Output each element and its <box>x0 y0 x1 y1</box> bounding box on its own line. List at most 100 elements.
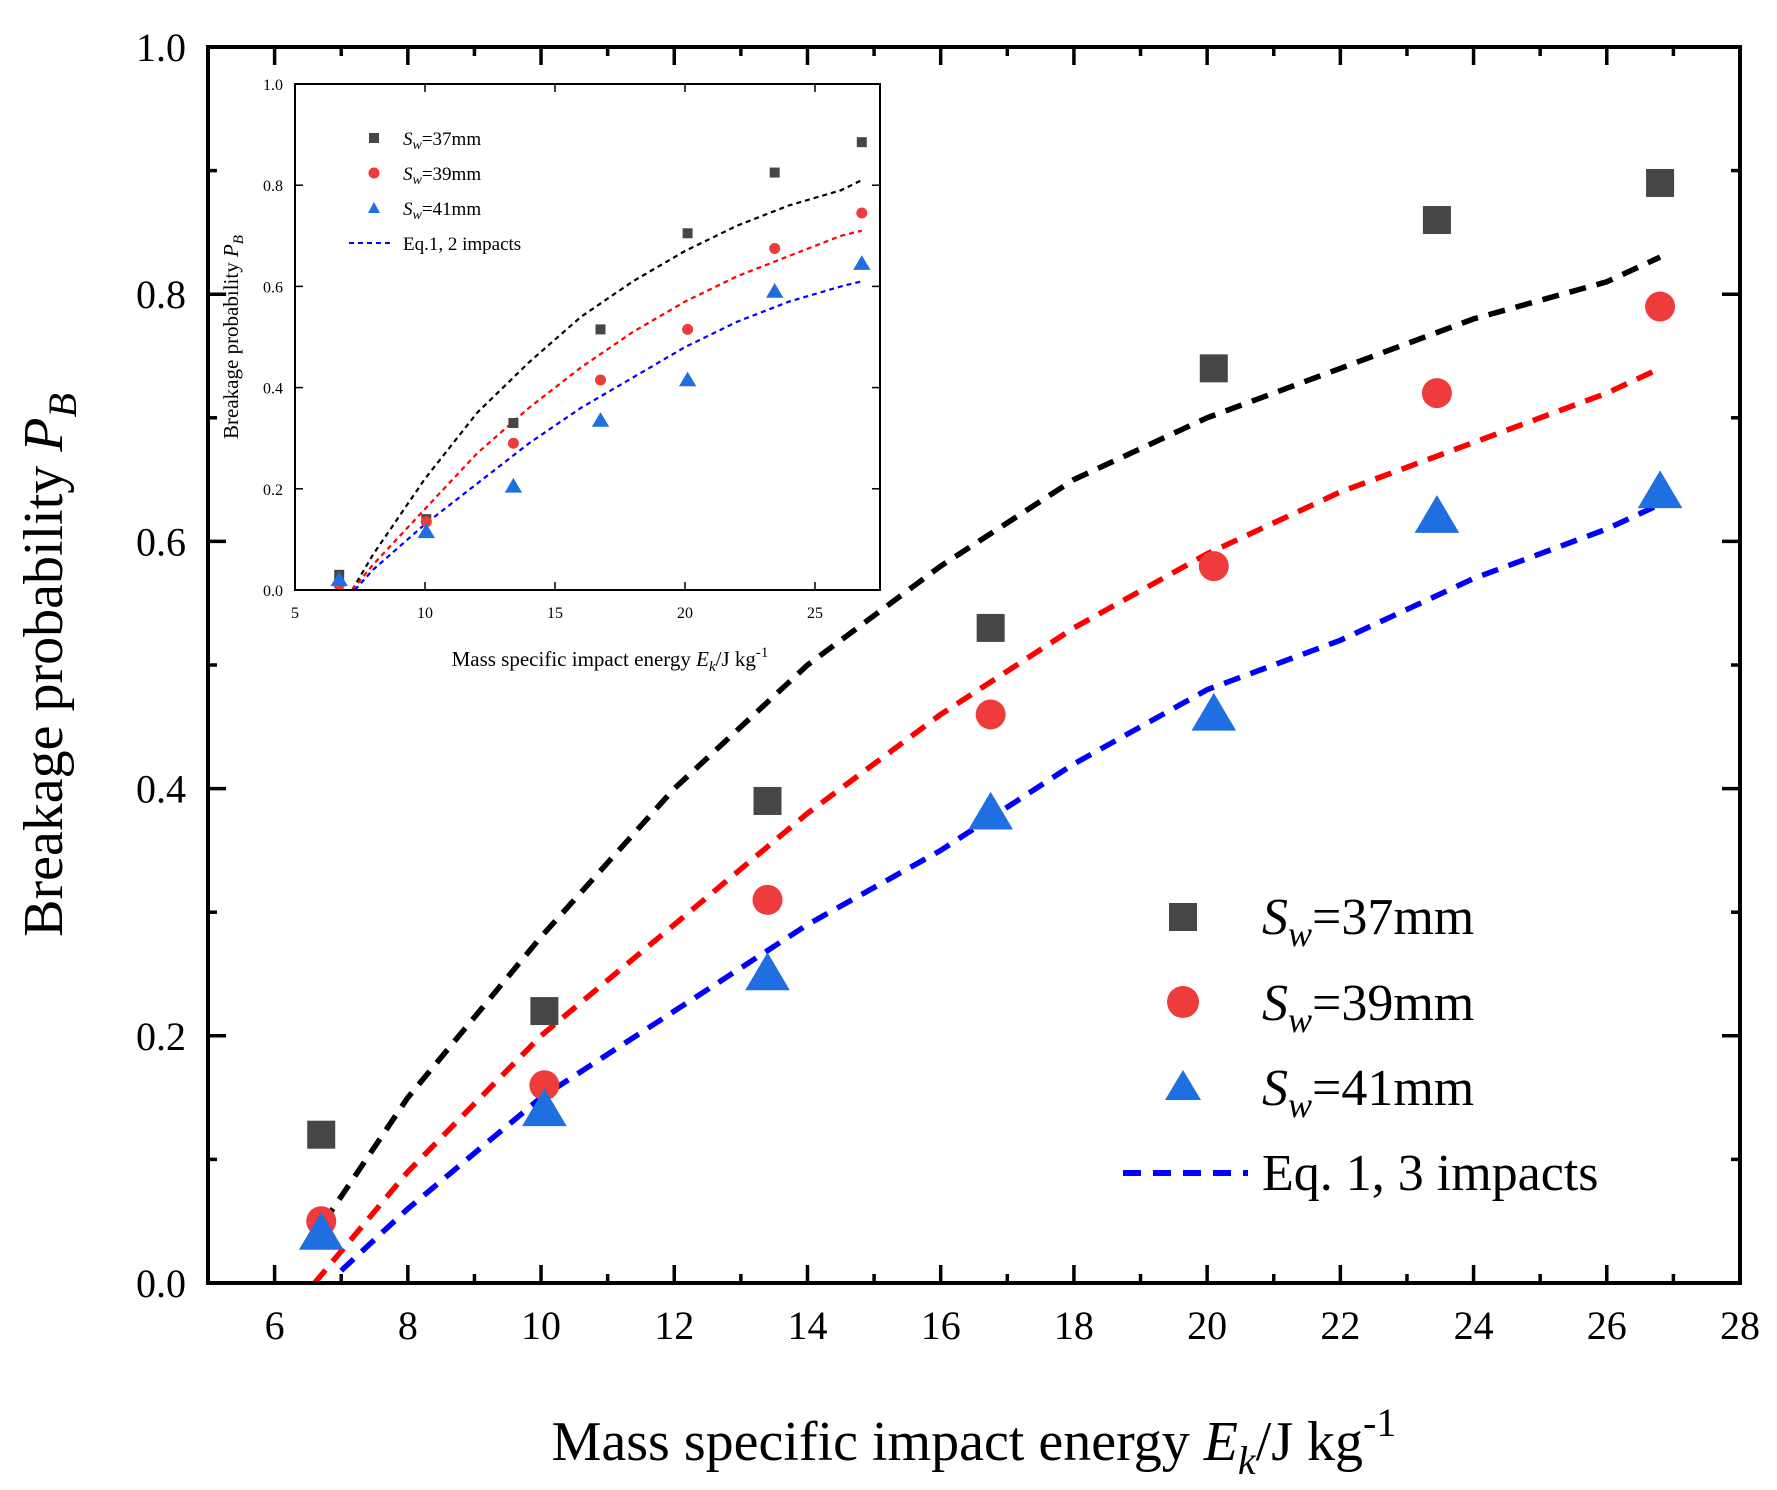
inset-point-circle <box>420 516 432 528</box>
inset-legend-marker-sw39 <box>368 167 380 179</box>
main-point-square <box>307 1120 336 1149</box>
main-point-square <box>1199 354 1228 383</box>
inset-x-tick-label: 25 <box>807 605 823 622</box>
inset-point-circle <box>507 437 519 449</box>
inset-fit-curve-1 <box>351 229 863 591</box>
main-point-circle <box>529 1070 560 1101</box>
inset-data-points <box>330 137 871 591</box>
main-x-tick-label: 10 <box>521 1303 561 1348</box>
inset-y-tick-label: 0.8 <box>263 178 283 195</box>
inset-x-tick-label: 10 <box>417 605 433 622</box>
legend-label-fit: Eq. 1, 3 impacts <box>1262 1145 1599 1202</box>
inset-legend: Sw=37mm Sw=39mm Sw=41mm Eq.1, 2 impacts <box>349 129 521 255</box>
main-x-tick-label: 12 <box>654 1303 694 1348</box>
main-data-points <box>298 168 1683 1250</box>
inset-point-circle <box>682 323 694 335</box>
main-x-tick-label: 14 <box>787 1303 827 1348</box>
main-legend: Sw=37mm Sw=39mm Sw=41mm Eq. 1, 3 impacts <box>1123 889 1599 1202</box>
legend-marker-sw37 <box>1169 903 1197 931</box>
inset-y-tick-label: 0.6 <box>263 279 283 296</box>
main-fit-curve-2 <box>339 501 1662 1273</box>
inset-point-triangle <box>678 371 697 387</box>
inset-x-tick-label: 5 <box>291 605 299 622</box>
inset-point-triangle <box>853 255 871 270</box>
main-x-tick-label: 28 <box>1720 1303 1760 1348</box>
main-x-tick-label: 24 <box>1454 1303 1494 1348</box>
main-y-axis-title: Breakage probability PB <box>13 393 85 937</box>
main-y-tick-label: 0.4 <box>136 767 186 812</box>
main-x-tick-label: 6 <box>265 1303 285 1348</box>
main-y-tick-label: 0.2 <box>136 1014 186 1059</box>
inset-point-square <box>508 418 519 429</box>
legend-label-sw39: Sw=39mm <box>1262 975 1474 1040</box>
main-point-square <box>753 786 782 815</box>
inset-x-axis-title: Mass specific impact energy Ek/J kg-1 <box>452 645 769 675</box>
inset-y-axis-title: Breakage probability PB <box>219 235 247 439</box>
main-x-axis-title: Mass specific impact energy Ek/J kg-1 <box>552 1400 1397 1483</box>
inset-legend-label-sw39: Sw=39mm <box>403 164 481 188</box>
main-chart: 6 8 10 12 14 16 18 20 22 24 26 28 0.0 0.2 0.4 0.6 0.8 1.… <box>13 25 1760 1483</box>
inset-y-tick-label: 0.0 <box>263 583 283 600</box>
main-x-tick-label: 8 <box>398 1303 418 1348</box>
main-point-triangle <box>745 952 790 991</box>
inset-fit-curves <box>351 179 863 591</box>
main-y-tick-label: 0.6 <box>136 519 186 564</box>
inset-plot-frame <box>294 83 881 591</box>
main-point-circle <box>752 884 783 915</box>
inset-point-triangle <box>766 283 784 298</box>
main-point-circle <box>1421 378 1452 409</box>
inset-point-triangle <box>330 571 348 587</box>
main-point-square <box>530 997 559 1026</box>
main-y-ticks: 0.0 0.2 0.4 0.6 0.8 1.0 <box>136 25 1740 1306</box>
inset-legend-label-sw37: Sw=37mm <box>403 129 481 153</box>
inset-y-ticks: 0.0 0.2 0.4 0.6 0.8 1.0 <box>263 77 880 600</box>
inset-fit-curve-0 <box>351 179 863 591</box>
inset-y-tick-label: 1.0 <box>263 77 283 94</box>
main-point-triangle <box>1414 495 1460 533</box>
inset-point-square <box>769 167 780 178</box>
inset-point-square <box>595 324 606 335</box>
main-point-circle <box>1645 291 1676 322</box>
legend-label-sw41: Sw=41mm <box>1262 1060 1474 1125</box>
inset-fit-curve-2 <box>353 280 863 591</box>
legend-marker-sw39 <box>1167 986 1199 1018</box>
main-point-square <box>1646 168 1675 197</box>
main-point-triangle <box>298 1211 344 1250</box>
main-x-tick-label: 22 <box>1320 1303 1360 1348</box>
main-point-circle <box>1198 551 1229 582</box>
legend-label-sw37: Sw=37mm <box>1262 889 1474 954</box>
main-point-square <box>976 613 1005 642</box>
main-fit-curves <box>305 254 1662 1285</box>
main-fit-curve-0 <box>305 254 1662 1248</box>
main-point-triangle <box>968 791 1013 830</box>
inset-point-circle <box>769 242 781 254</box>
inset-point-square <box>856 137 867 148</box>
inset-legend-label-fit: Eq.1, 2 impacts <box>403 234 521 255</box>
main-point-triangle <box>1191 692 1237 731</box>
inset-y-tick-label: 0.2 <box>263 482 283 499</box>
inset-x-ticks: 5 10 15 20 25 <box>291 84 823 622</box>
inset-point-triangle <box>591 412 610 427</box>
inset-x-tick-label: 20 <box>677 605 693 622</box>
inset-x-tick-label: 15 <box>547 605 563 622</box>
main-y-tick-label: 0.0 <box>136 1261 186 1306</box>
main-point-square <box>1422 206 1451 235</box>
main-x-tick-label: 16 <box>921 1303 961 1348</box>
main-fit-curve-1 <box>312 365 1662 1285</box>
main-x-tick-label: 26 <box>1587 1303 1627 1348</box>
main-x-ticks: 6 8 10 12 14 16 18 20 22 24 26 28 <box>265 47 1760 1348</box>
inset-legend-marker-sw41 <box>368 202 380 213</box>
legend-marker-sw41 <box>1165 1070 1201 1100</box>
inset-point-circle <box>856 207 868 219</box>
main-point-triangle <box>1637 470 1683 509</box>
main-y-tick-label: 0.8 <box>136 272 186 317</box>
inset-y-tick-label: 0.4 <box>263 381 283 398</box>
main-x-tick-label: 18 <box>1054 1303 1094 1348</box>
main-point-circle <box>975 699 1006 730</box>
main-x-tick-label: 20 <box>1187 1303 1227 1348</box>
inset-point-circle <box>595 374 606 386</box>
inset-legend-label-sw41: Sw=41mm <box>403 199 481 223</box>
inset-point-triangle <box>417 523 435 539</box>
inset-point-square <box>682 228 693 239</box>
